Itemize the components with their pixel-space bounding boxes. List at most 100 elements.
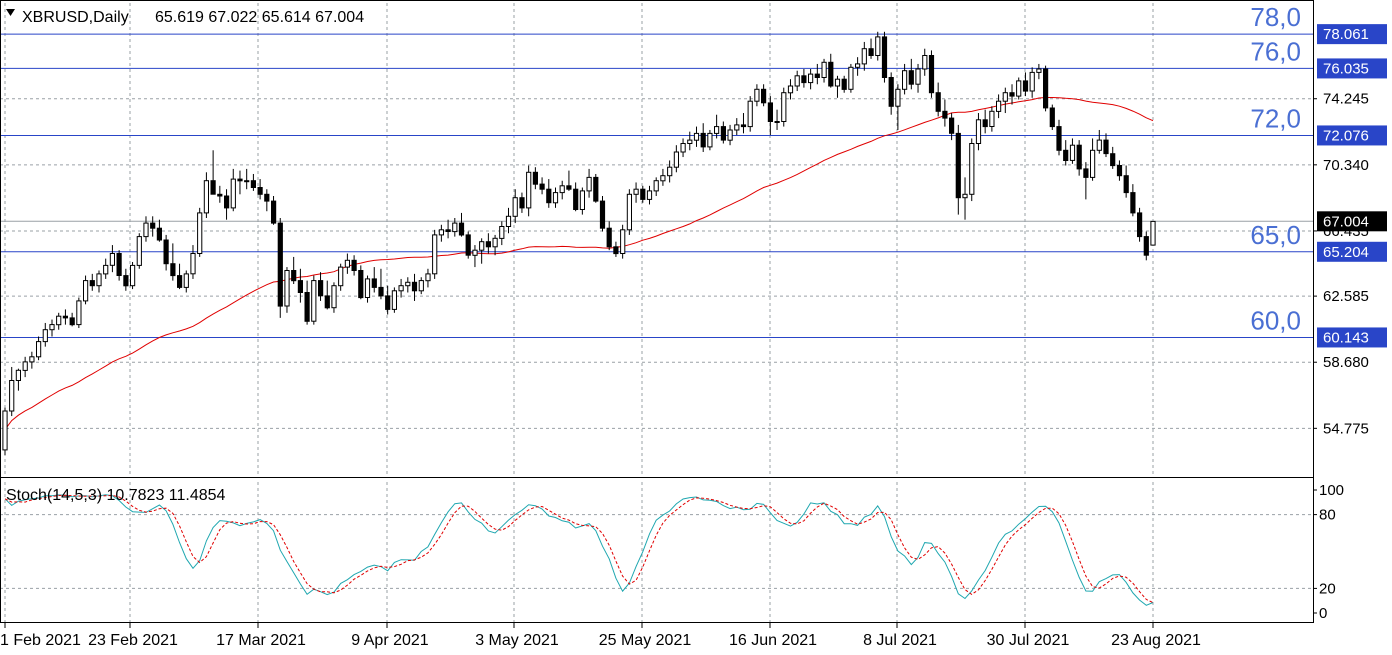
- candle-body: [640, 188, 646, 200]
- candle: [264, 189, 270, 212]
- candle-body: [774, 121, 780, 123]
- candle-body: [1022, 80, 1029, 92]
- candle: [324, 280, 330, 310]
- candle: [36, 336, 42, 361]
- candle-body: [546, 188, 552, 204]
- candle-body: [271, 200, 277, 224]
- candle-body: [123, 275, 129, 287]
- candle-body: [163, 239, 169, 265]
- candle: [613, 241, 619, 257]
- candle-body: [526, 171, 532, 209]
- candle-body: [438, 229, 444, 236]
- candle-body: [693, 132, 700, 141]
- candle-body: [834, 78, 841, 87]
- candle-body: [465, 234, 471, 256]
- candle-body: [814, 73, 820, 78]
- candle-body: [432, 234, 438, 275]
- candle-body: [566, 185, 572, 190]
- level-price-label-bg: [1317, 58, 1387, 79]
- candle: [1063, 140, 1069, 166]
- candle: [915, 63, 921, 93]
- candle: [150, 216, 156, 237]
- candle: [727, 124, 733, 146]
- candle: [599, 195, 606, 232]
- candle: [378, 268, 384, 300]
- candle-body: [318, 280, 324, 297]
- candle: [942, 99, 948, 127]
- candle: [2, 407, 8, 455]
- level-price-label-bg: [1317, 327, 1387, 348]
- candle: [49, 319, 55, 337]
- candle: [1130, 184, 1136, 217]
- candle-body: [284, 270, 290, 307]
- candle: [418, 277, 424, 295]
- candle: [673, 145, 679, 173]
- candle-body: [1063, 149, 1069, 162]
- candle: [485, 233, 491, 254]
- candle-body: [492, 237, 498, 248]
- candle-body: [130, 264, 136, 287]
- y-tick-label: 70.340: [1323, 157, 1369, 174]
- candle-body: [364, 278, 371, 298]
- candle: [1069, 138, 1076, 164]
- level-price-label: 78.061: [1323, 26, 1369, 43]
- candle: [405, 277, 411, 293]
- candle-body: [291, 270, 297, 282]
- candle: [895, 84, 901, 130]
- candle: [928, 50, 935, 98]
- candle: [411, 273, 418, 301]
- horizontal-levels[interactable]: 78,0 76,0 72,0 65,0 60,0: [0, 2, 1313, 338]
- candle: [452, 217, 458, 237]
- candle-body: [700, 132, 706, 148]
- indicator-label: Stoch(14,5,3) 10.7823 11.4854: [6, 487, 226, 504]
- candle: [519, 192, 525, 213]
- current-price-label: 67.004: [1323, 213, 1369, 230]
- y-tick-label: 74.245: [1323, 91, 1369, 108]
- candle-body: [1069, 144, 1076, 161]
- time-axis[interactable]: 1 Feb 2021 23 Feb 2021 17 Mar 2021 9 Apr 20…: [0, 623, 1201, 649]
- candle-body: [277, 222, 283, 307]
- candle: [1016, 77, 1022, 100]
- candle: [1150, 220, 1156, 246]
- candle: [559, 180, 565, 200]
- level-price-label: 72.076: [1323, 127, 1369, 144]
- candle-body: [83, 280, 89, 302]
- candle-body: [1002, 92, 1008, 102]
- candle: [922, 48, 928, 76]
- candle: [9, 366, 15, 417]
- candle-body: [928, 55, 935, 94]
- candle-body: [391, 290, 397, 310]
- candle-body: [217, 193, 223, 197]
- candle-body: [821, 61, 827, 78]
- candle-body: [747, 100, 753, 128]
- candle: [902, 63, 908, 95]
- price-axis[interactable]: 74.24570.34066.43562.58558.68054.77578.0…: [1313, 24, 1387, 437]
- candle: [1096, 129, 1102, 154]
- candle: [754, 84, 760, 107]
- candle: [814, 63, 820, 85]
- candle-body: [9, 380, 15, 412]
- candle-body: [472, 249, 478, 256]
- current-price-label-bg: [1317, 211, 1387, 232]
- candle: [109, 245, 116, 273]
- candle: [311, 275, 317, 325]
- candle-body: [250, 180, 257, 188]
- candle-body: [855, 63, 861, 68]
- x-tick-label: 25 May 2021: [599, 632, 692, 649]
- candle: [633, 182, 639, 203]
- candle-body: [895, 88, 901, 107]
- candle: [15, 368, 21, 391]
- candle-body: [264, 193, 270, 202]
- candle-body: [922, 55, 928, 70]
- triangle-down-icon[interactable]: [6, 9, 15, 16]
- candle: [606, 221, 612, 251]
- candle: [539, 177, 545, 195]
- candle-body: [1029, 71, 1035, 92]
- candle-body: [358, 270, 364, 299]
- candle: [1090, 138, 1096, 181]
- candle: [123, 268, 129, 291]
- stoch-tick-label: 0: [1319, 605, 1327, 622]
- candle: [197, 207, 203, 257]
- candle: [445, 219, 451, 239]
